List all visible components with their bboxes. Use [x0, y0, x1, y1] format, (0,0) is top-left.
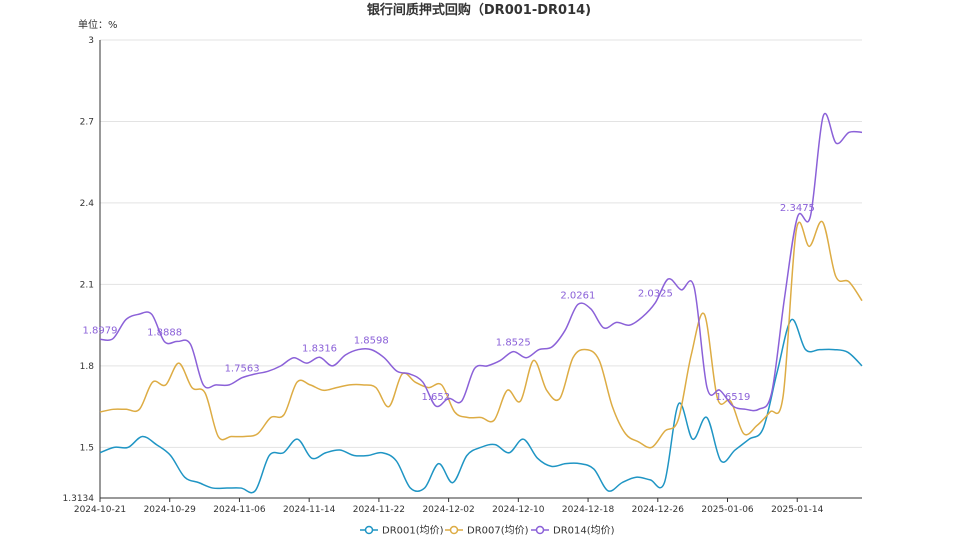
data-label: 1.8979	[83, 325, 118, 336]
unit-label: 单位：%	[78, 18, 118, 31]
x-tick-label: 2024-11-06	[213, 505, 266, 515]
legend-label: DR014(均价)	[553, 525, 615, 537]
data-label: 1.8525	[496, 338, 531, 349]
data-label: 1.7563	[225, 364, 260, 375]
x-tick-label: 2024-12-18	[562, 505, 615, 515]
legend[interactable]: DR001(均价) DR007(均价) DR014(均价)	[360, 525, 615, 537]
legend-marker	[535, 525, 545, 535]
legend-label: DR007(均价)	[467, 525, 529, 537]
x-tick-label: 2025-01-06	[701, 505, 754, 515]
y-axis-ticks: 1.3134 1.5 1.8 2.1 2.4 2.7 3	[63, 36, 95, 504]
legend-label: DR001(均价)	[382, 525, 444, 537]
legend-item-1[interactable]: DR001(均价)	[360, 525, 444, 537]
data-label: 2.0325	[638, 289, 673, 300]
data-labels: 1.8979 1.8888 1.7563 1.8316 1.8598 1.652 1.852…	[83, 203, 815, 403]
data-label: 1.8598	[354, 336, 389, 347]
axes	[99, 40, 862, 499]
x-axis-ticks: 2024-10-21 2024-10-29 2024-11-06 2024-11-14…	[74, 498, 824, 515]
x-tick-label: 2024-10-29	[144, 505, 197, 515]
data-label: 2.0261	[560, 290, 595, 301]
chart-title: 银行间质押式回购（DR001-DR014)	[367, 2, 591, 18]
series-line-2	[99, 220, 863, 449]
y-tick-label: 2.4	[80, 199, 95, 209]
y-tick-label: 1.5	[80, 443, 94, 453]
data-label: 2.3475	[780, 203, 815, 214]
x-tick-label: 2024-11-22	[353, 505, 405, 515]
series-line-3	[99, 112, 863, 412]
data-label: 1.652	[421, 392, 450, 403]
data-label: 1.8888	[147, 328, 182, 339]
series-line-1	[99, 318, 863, 494]
legend-item-3[interactable]: DR014(均价)	[531, 525, 615, 537]
series-lines	[99, 112, 863, 494]
y-tick-label: 3	[88, 36, 94, 46]
data-label: 1.8316	[302, 343, 337, 354]
x-tick-label: 2024-12-26	[632, 505, 685, 515]
x-tick-label: 2024-11-14	[283, 505, 336, 515]
legend-marker	[449, 525, 459, 535]
y-tick-label: 1.3134	[63, 494, 95, 504]
y-tick-label: 1.8	[80, 362, 95, 372]
x-tick-label: 2025-01-14	[771, 505, 824, 515]
y-tick-label: 2.7	[80, 117, 94, 127]
x-tick-label: 2024-10-21	[74, 505, 126, 515]
gridlines	[100, 39, 862, 448]
x-tick-label: 2024-12-02	[422, 505, 474, 515]
x-tick-label: 2024-12-10	[492, 505, 545, 515]
data-label: 1.6519	[715, 392, 750, 403]
legend-marker	[364, 525, 374, 535]
y-tick-label: 2.1	[80, 280, 94, 290]
legend-item-2[interactable]: DR007(均价)	[445, 525, 529, 537]
